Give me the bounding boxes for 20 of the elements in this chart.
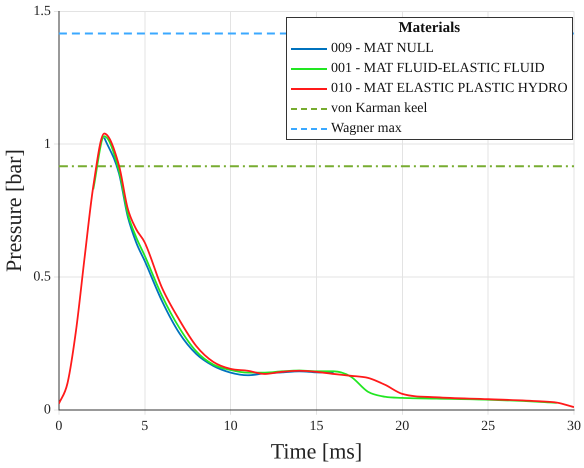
y-tick-label: 1 [44,136,51,152]
legend-label: 010 - MAT ELASTIC PLASTIC HYDRO [331,81,568,98]
legend-label: Wagner max [331,121,402,138]
y-axis-title: Pressure [bar] [0,149,26,272]
x-tick-label: 20 [395,418,410,434]
x-tick-label: 10 [224,418,238,434]
x-tick-label: 0 [55,418,62,434]
x-axis-title: Time [ms] [270,438,362,464]
legend-title: Materials [397,19,462,38]
line-series [103,136,335,376]
y-tick-label: 0 [44,402,51,418]
x-tick-label: 15 [309,418,324,434]
legend-label: 001 - MAT FLUID-ELASTIC FLUID [331,61,545,78]
y-tick-label: 1.5 [33,4,51,20]
y-tick-label: 0.5 [33,270,51,285]
x-tick-label: 25 [481,418,496,434]
x-tick-label: 30 [567,418,581,434]
legend-label: von Karman keel [331,101,428,118]
legend-label: 009 - MAT NULL [331,41,434,58]
x-tick-label: 5 [141,418,148,434]
